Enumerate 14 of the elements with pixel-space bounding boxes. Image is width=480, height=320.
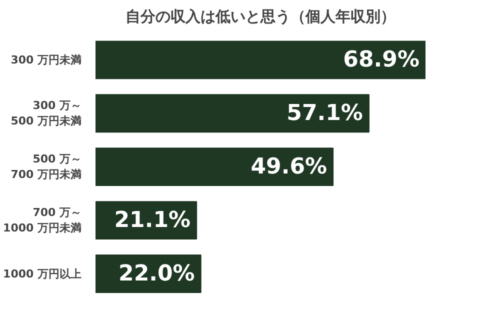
data-label: 57.1% xyxy=(286,100,363,126)
data-label: 68.9% xyxy=(343,47,420,72)
data-label: 21.1% xyxy=(114,208,191,233)
data-label: 49.6% xyxy=(250,154,328,180)
bar xyxy=(96,94,370,133)
y-tick-label: 500 万～ 700 万円未満 xyxy=(10,152,82,182)
y-tick-label: 700 万～ 1000 万円未満 xyxy=(3,206,82,235)
y-tick-label: 300 万円未満 xyxy=(10,53,82,66)
chart-title: 自分の収入は低いと思う（個人年収別） xyxy=(126,8,396,26)
bar xyxy=(96,40,426,80)
y-tick-label: 1000 万円以上 xyxy=(3,267,82,280)
y-tick-label: 300 万～ 500 万円未満 xyxy=(10,99,82,128)
bar xyxy=(96,148,334,186)
data-label: 22.0% xyxy=(118,261,195,286)
